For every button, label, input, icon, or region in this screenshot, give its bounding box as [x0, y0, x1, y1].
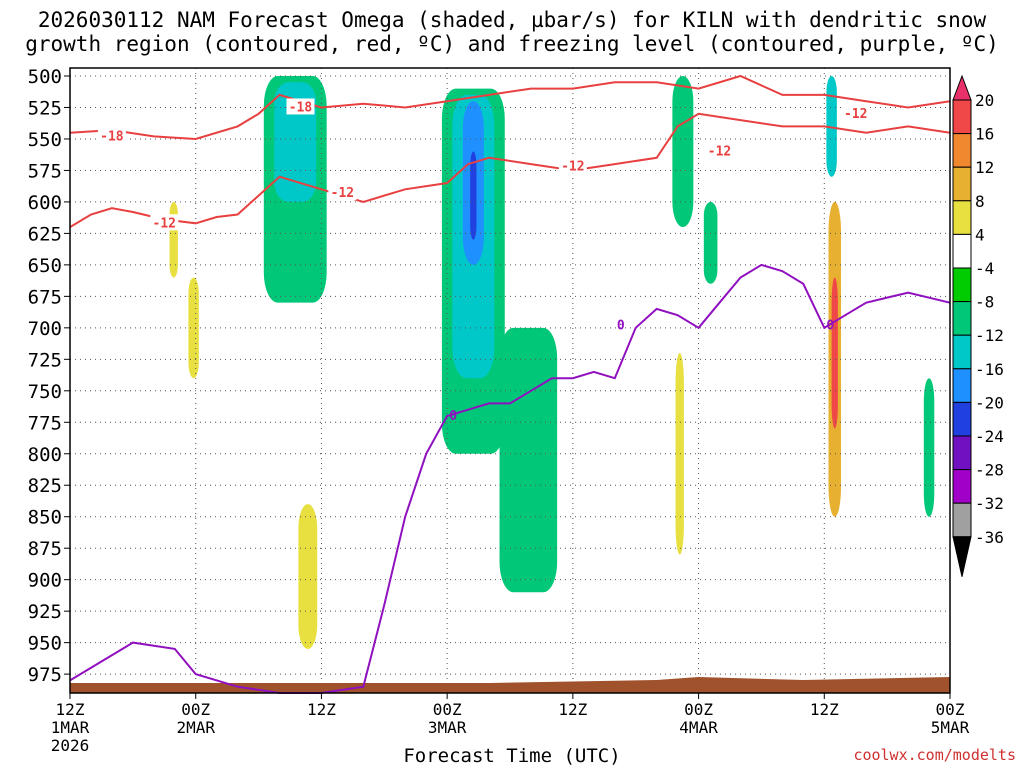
colorbar-label: 16: [975, 125, 994, 144]
y-tick-label: 875: [28, 538, 62, 560]
colorbar-bottom-arrow: [952, 536, 972, 577]
y-tick-label: 600: [28, 192, 62, 214]
x-tick-label: 3MAR: [428, 718, 467, 737]
omega-cell: [831, 277, 838, 429]
colorbar-swatch: [952, 133, 972, 168]
colorbar-label: -4: [975, 259, 994, 278]
colorbar-swatch: [952, 99, 972, 135]
colorbar-swatch: [952, 502, 972, 538]
contour-label-bg: [150, 214, 179, 231]
y-tick-label: 550: [28, 129, 62, 151]
y-tick-label: 625: [28, 223, 62, 245]
colorbar-top-arrow: [952, 74, 972, 101]
x-tick-label: 12Z: [307, 700, 336, 719]
chart-title-line2: growth region (contoured, red, ºC) and f…: [25, 32, 999, 56]
y-tick-label: 900: [28, 570, 62, 592]
credit-text: coolwx.com/modelts: [853, 746, 1016, 764]
x-tick-label: 00Z: [684, 700, 713, 719]
x-tick-label: 4MAR: [679, 718, 718, 737]
colorbar-label: 8: [975, 192, 985, 211]
terrain-ridge: [70, 677, 950, 693]
x-tick-label: 2026: [51, 736, 90, 755]
colorbar-swatch: [952, 301, 972, 336]
y-tick-label: 675: [28, 286, 62, 308]
freezing-contour-label: 0: [826, 318, 834, 333]
y-tick-label: 925: [28, 601, 62, 623]
dgz-contour-label: -12: [844, 107, 867, 122]
y-tick-label: 500: [28, 66, 62, 88]
x-tick-label: 5MAR: [931, 718, 970, 737]
plot-frame: [69, 67, 951, 694]
x-tick-label: 12Z: [56, 700, 85, 719]
omega-cell: [923, 378, 935, 517]
omega-cell: [169, 201, 178, 278]
dgz-contour-label: -12: [153, 216, 176, 231]
chart-title-line1: 2026030112 NAM Forecast Omega (shaded, µ…: [37, 8, 987, 32]
colorbar-label: -32: [975, 494, 1004, 513]
colorbar-swatch: [952, 401, 972, 437]
dgz-minus18-contour: [69, 74, 951, 141]
colorbar-label: -16: [975, 360, 1004, 379]
omega-cell: [703, 201, 718, 284]
y-tick-label: 950: [28, 633, 62, 655]
colorbar-swatch: [952, 166, 972, 202]
freezing-contour-label: 0: [449, 409, 457, 424]
freezing-contour-label: 0: [617, 318, 625, 333]
colorbar-label: -36: [975, 528, 1004, 547]
omega-cell: [826, 76, 837, 177]
dgz-contour-label: -12: [708, 145, 731, 160]
colorbar-swatch: [952, 469, 972, 504]
colorbar-label: 12: [975, 158, 994, 177]
contour-label-bg: [97, 127, 126, 144]
colorbar-swatch: [952, 334, 972, 370]
contour-label-bg: [558, 157, 587, 174]
colorbar-label: -8: [975, 293, 994, 312]
colorbar-swatch: [952, 435, 972, 471]
colorbar-swatch: [952, 368, 972, 403]
colorbar-label: 20: [975, 91, 994, 110]
x-tick-label: 12Z: [810, 700, 839, 719]
contour-label-bg: [328, 184, 357, 201]
colorbar-swatch: [952, 267, 972, 303]
x-tick-label: 2MAR: [176, 718, 215, 737]
x-tick-label: 12Z: [558, 700, 587, 719]
y-tick-label: 700: [28, 318, 62, 340]
y-tick-label: 825: [28, 475, 62, 497]
contour-label-bg: [286, 98, 315, 115]
colorbar-label: -20: [975, 393, 1004, 412]
colorbar-swatch: [952, 233, 972, 269]
x-tick-label: 00Z: [936, 700, 965, 719]
colorbar-label: -28: [975, 461, 1004, 480]
omega-cell: [675, 353, 684, 555]
colorbar-swatch: [952, 200, 972, 235]
dgz-contour-label: -18: [289, 100, 313, 115]
omega-cell: [470, 151, 477, 240]
y-tick-label: 525: [28, 97, 62, 119]
dgz-contour-label: -18: [100, 129, 124, 144]
x-tick-label: 00Z: [181, 700, 210, 719]
omega-cell: [298, 504, 318, 649]
x-tick-label: 1MAR: [51, 718, 90, 737]
omega-cell: [188, 277, 199, 379]
y-tick-label: 650: [28, 255, 62, 277]
omega-cell: [499, 327, 558, 593]
x-axis-title: Forecast Time (UTC): [403, 745, 621, 767]
omega-cell: [672, 76, 694, 228]
dgz-contour-label: -12: [561, 160, 584, 175]
dgz-contour-label: -12: [331, 186, 354, 201]
x-tick-label: 00Z: [433, 700, 462, 719]
y-tick-label: 725: [28, 349, 62, 371]
y-tick-label: 975: [28, 664, 62, 686]
y-tick-label: 575: [28, 160, 62, 182]
colorbar-label: 4: [975, 225, 985, 244]
contour-label-bg: [841, 104, 870, 121]
y-tick-label: 800: [28, 444, 62, 466]
colorbar-label: -12: [975, 326, 1004, 345]
y-tick-label: 850: [28, 507, 62, 529]
colorbar-label: -24: [975, 427, 1004, 446]
y-tick-label: 775: [28, 412, 62, 434]
y-tick-label: 750: [28, 381, 62, 403]
contour-label-bg: [705, 142, 734, 159]
